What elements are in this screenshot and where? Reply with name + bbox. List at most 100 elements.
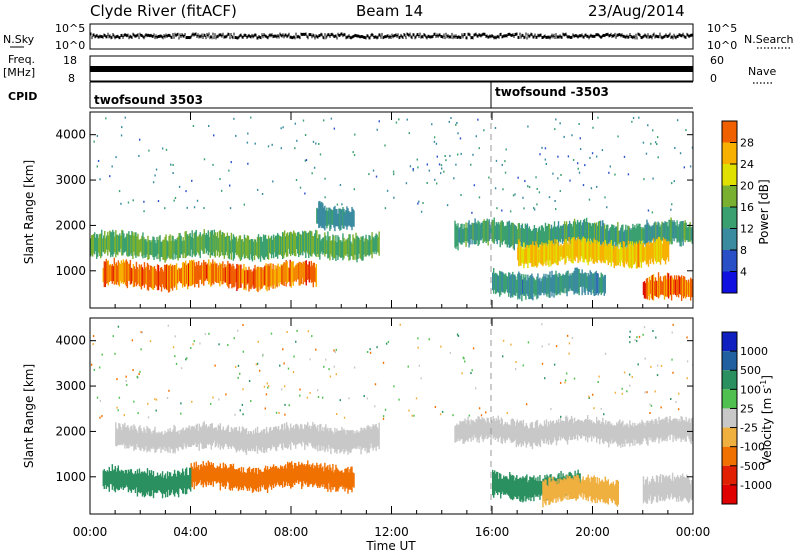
scatter-echo (299, 394, 301, 397)
heat-cell (185, 265, 188, 284)
heat-cell (686, 475, 689, 502)
heat-cell (354, 431, 356, 448)
heat-cell (278, 469, 281, 487)
heat-cell (301, 263, 303, 278)
heat-cell (551, 240, 553, 265)
heat-cell (185, 467, 188, 494)
heat-cell (334, 240, 336, 259)
heat-cell (597, 225, 599, 241)
heat-cell (253, 239, 256, 261)
heat-cell (670, 480, 673, 494)
heat-cell (518, 478, 520, 497)
heat-cell (150, 470, 153, 496)
heat-cell (281, 423, 284, 451)
heat-cell (133, 266, 136, 287)
heat-cell (289, 423, 292, 450)
heat-cell (535, 241, 537, 267)
heat-cell (158, 431, 160, 449)
heat-cell (531, 244, 533, 267)
heat-cell (292, 464, 294, 487)
noise-trace (90, 32, 693, 40)
heat-cell (207, 460, 209, 486)
heat-cell (262, 269, 264, 287)
heat-cell (213, 427, 216, 441)
heat-cell (569, 223, 572, 245)
heat-cell (91, 235, 93, 256)
heat-cell (298, 231, 300, 258)
heat-cell (213, 263, 215, 285)
heat-cell (283, 465, 286, 488)
heat-cell (247, 467, 250, 489)
heat-cell (178, 232, 180, 259)
heat-cell (593, 223, 595, 241)
scatter-echo (588, 395, 590, 398)
heat-cell (223, 430, 226, 447)
heat-cell (567, 270, 569, 292)
heat-cell (313, 468, 315, 486)
heat-cell (544, 479, 546, 504)
heat-cell (151, 239, 153, 256)
heat-cell (112, 266, 115, 282)
heat-cell (231, 239, 234, 253)
heat-cell (103, 261, 105, 288)
heat-cell (529, 275, 531, 300)
heat-cell (340, 470, 342, 488)
scatter-echo (280, 388, 283, 391)
heat-cell (192, 426, 194, 446)
scatter-echo (90, 363, 93, 366)
heat-cell (310, 230, 312, 257)
heat-cell (633, 426, 635, 440)
heat-cell (549, 243, 551, 261)
heat-cell (142, 472, 145, 495)
heat-cell (592, 242, 594, 264)
heat-cell (508, 220, 510, 248)
heat-cell (250, 269, 252, 290)
heat-cell (325, 424, 327, 450)
colorbar-swatch (722, 389, 737, 409)
heat-cell (558, 227, 561, 242)
heat-cell (175, 476, 178, 492)
heat-cell (319, 464, 321, 488)
scatter-echo (96, 396, 99, 399)
heat-cell (222, 426, 225, 450)
heat-cell (555, 420, 558, 446)
scatter-echo (234, 365, 237, 368)
heat-cell (107, 260, 109, 286)
heat-cell (351, 430, 353, 450)
heat-cell (687, 477, 690, 504)
y-tick-label: 1000 (55, 264, 86, 278)
heat-cell (571, 226, 574, 241)
scatter-echo (591, 393, 594, 396)
scatter-echo (116, 378, 118, 381)
heat-cell (575, 476, 577, 501)
heat-cell (676, 220, 678, 243)
heat-cell (133, 424, 135, 451)
scatter-echo (186, 357, 188, 360)
heat-cell (591, 477, 593, 503)
scatter-echo (609, 165, 612, 168)
heat-cell (639, 422, 641, 446)
heat-cell (176, 237, 178, 259)
heat-cell (636, 223, 638, 249)
heat-cell (184, 429, 186, 447)
heat-cell (191, 466, 193, 488)
heat-cell (217, 467, 220, 482)
heat-cell (623, 426, 625, 444)
heat-cell (518, 271, 520, 298)
heat-cell (522, 419, 525, 446)
heat-cell (467, 222, 469, 243)
heat-cell (113, 231, 115, 255)
heat-cell (193, 426, 195, 445)
scatter-echo (125, 375, 127, 378)
heat-cell (299, 464, 301, 482)
heat-cell (181, 262, 184, 288)
heat-cell (562, 421, 565, 438)
heat-cell (660, 420, 662, 438)
heat-cell (682, 476, 685, 499)
scatter-echo (242, 324, 244, 327)
heat-cell (261, 267, 263, 289)
heat-cell (195, 266, 197, 284)
heat-cell (211, 263, 213, 286)
heat-cell (225, 428, 228, 445)
heat-cell (672, 481, 675, 498)
